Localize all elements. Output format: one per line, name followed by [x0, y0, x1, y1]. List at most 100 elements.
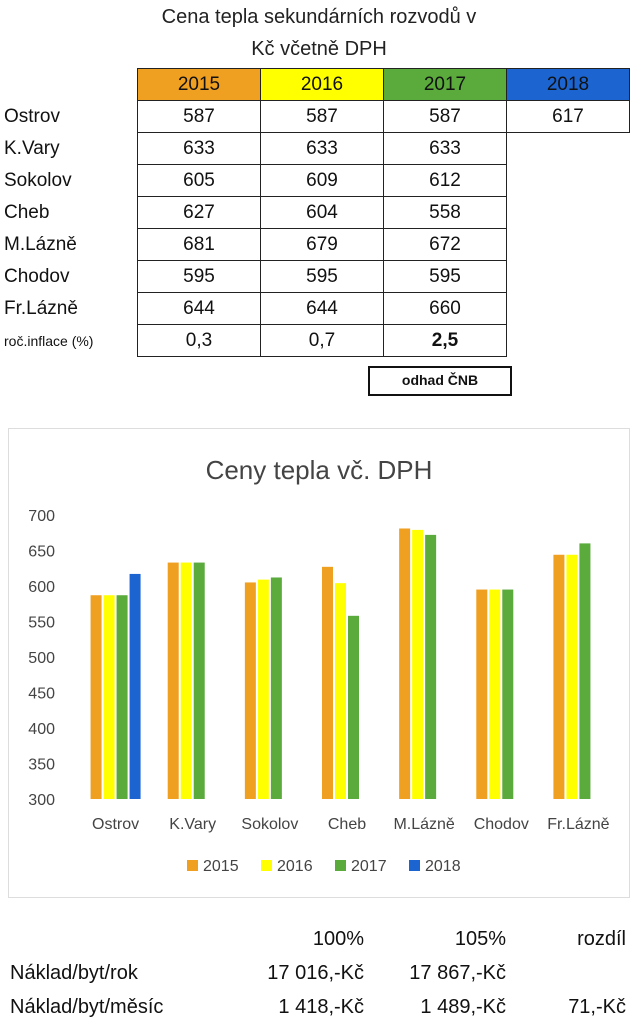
price-cell: 587 [383, 100, 507, 133]
cnb-estimate-note: odhad ČNB [368, 366, 512, 396]
cost-header-row: 100% 105% rozdíl [10, 922, 626, 956]
y-tick-label: 650 [28, 544, 55, 561]
y-tick-label: 600 [28, 579, 55, 596]
bar-2016-Chodov [489, 589, 501, 799]
year-header-2018: 2018 [506, 68, 630, 101]
bar-2016-Cheb [335, 583, 346, 799]
bar-2016-K.Vary [180, 562, 192, 799]
price-cell: 604 [260, 196, 384, 229]
city-label: K.Vary [4, 137, 60, 159]
cost-corner [10, 922, 228, 956]
price-cell: 605 [137, 164, 261, 197]
x-tick-label: Chodov [474, 816, 529, 833]
legend-label: 2015 [203, 858, 239, 875]
cost-value [506, 956, 626, 990]
price-cell: 644 [260, 292, 384, 325]
bar-2016-Sokolov [257, 579, 269, 799]
cost-header: rozdíl [577, 927, 626, 950]
table-row: Cheb 627 604 558 [4, 196, 630, 229]
bar-2015-Cheb [322, 566, 333, 799]
bar-2016-Ostrov [103, 595, 115, 799]
y-tick-label: 300 [28, 792, 55, 809]
price-cell: 672 [383, 228, 507, 261]
table-row: Chodov 595 595 595 [4, 260, 630, 293]
bar-2015-Fr.Lázně [553, 554, 565, 799]
legend-swatch-2015 [187, 860, 198, 871]
inflation-cell: 0,3 [137, 324, 261, 357]
table-row: M.Lázně 681 679 672 [4, 228, 630, 261]
price-cell: 617 [506, 100, 630, 133]
empty-cell [507, 261, 630, 293]
price-cell: 612 [383, 164, 507, 197]
city-label: Cheb [4, 201, 50, 223]
page-title-line2: Kč včetně DPH [251, 38, 387, 60]
price-cell: 595 [383, 260, 507, 293]
legend-label: 2018 [425, 858, 461, 875]
bar-2016-Fr.Lázně [566, 554, 578, 799]
year-header-2015: 2015 [137, 68, 261, 101]
cost-header: 100% [312, 927, 364, 950]
y-tick-label: 450 [28, 686, 55, 703]
x-tick-label: Fr.Lázně [547, 816, 609, 833]
empty-cell [507, 325, 630, 357]
y-tick-label: 550 [28, 615, 55, 632]
price-cell: 633 [260, 132, 384, 165]
empty-cell [507, 229, 630, 261]
year-header-row: 2015 2016 2017 2018 [4, 68, 630, 101]
bar-2017-Sokolov [270, 577, 282, 799]
price-cell: 595 [137, 260, 261, 293]
page-title-line1: Cena tepla sekundárních rozvodů v [161, 6, 477, 28]
price-table: 2015 2016 2017 2018 Ostrov 587 587 587 6… [4, 68, 630, 357]
table-row: Sokolov 605 609 612 [4, 164, 630, 197]
bar-2015-Chodov [476, 589, 488, 799]
price-cell: 587 [260, 100, 384, 133]
legend-swatch-2017 [335, 860, 346, 871]
y-tick-label: 400 [28, 721, 55, 738]
inflation-cell: 0,7 [260, 324, 384, 357]
x-tick-label: K.Vary [169, 816, 216, 833]
cost-header: 105% [454, 927, 506, 950]
cost-label: Náklad/byt/měsíc [10, 995, 164, 1018]
y-tick-label: 500 [28, 650, 55, 667]
legend-label: 2017 [351, 858, 387, 875]
bar-2017-K.Vary [193, 562, 205, 799]
price-cell: 644 [137, 292, 261, 325]
legend-swatch-2018 [409, 860, 420, 871]
price-cell: 681 [137, 228, 261, 261]
bar-2016-M.Lázně [412, 529, 424, 799]
corner-cell [4, 69, 138, 101]
x-tick-label: M.Lázně [393, 816, 454, 833]
bar-2017-Cheb [348, 615, 359, 799]
inflation-label: roč.inflace (%) [4, 332, 94, 349]
chart-container: Ceny tepla vč. DPH 300 350 400 450 500 550 600 6… [8, 428, 630, 898]
city-label: M.Lázně [4, 233, 77, 255]
city-label: Ostrov [4, 105, 60, 127]
price-cell: 633 [137, 132, 261, 165]
year-header-2017: 2017 [383, 68, 507, 101]
y-tick-label: 350 [28, 757, 55, 774]
x-tick-label: Cheb [328, 816, 366, 833]
legend-swatch-2016 [261, 860, 272, 871]
empty-cell [507, 165, 630, 197]
bar-2015-Sokolov [244, 582, 256, 799]
empty-cell [507, 133, 630, 165]
price-cell: 595 [260, 260, 384, 293]
cost-row: Náklad/byt/měsíc 1 418,-Kč 1 489,-Kč 71,… [10, 990, 626, 1024]
city-label: Fr.Lázně [4, 297, 78, 319]
inflation-cell: 2,5 [383, 324, 507, 357]
x-tick-label: Sokolov [241, 816, 298, 833]
bar-2017-Fr.Lázně [579, 543, 591, 799]
cost-value: 71,-Kč [568, 995, 626, 1018]
bar-2015-M.Lázně [399, 528, 411, 799]
price-cell: 679 [260, 228, 384, 261]
cost-value: 1 489,-Kč [420, 995, 506, 1018]
empty-cell [507, 293, 630, 325]
inflation-row: roč.inflace (%) 0,3 0,7 2,5 [4, 324, 630, 357]
bar-2017-M.Lázně [425, 534, 437, 799]
table-row: Fr.Lázně 644 644 660 [4, 292, 630, 325]
bar-2017-Chodov [502, 589, 514, 799]
cost-value: 17 016,-Kč [267, 961, 364, 984]
table-row: K.Vary 633 633 633 [4, 132, 630, 165]
cost-value: 1 418,-Kč [278, 995, 364, 1018]
chart-title: Ceny tepla vč. DPH [206, 455, 433, 485]
